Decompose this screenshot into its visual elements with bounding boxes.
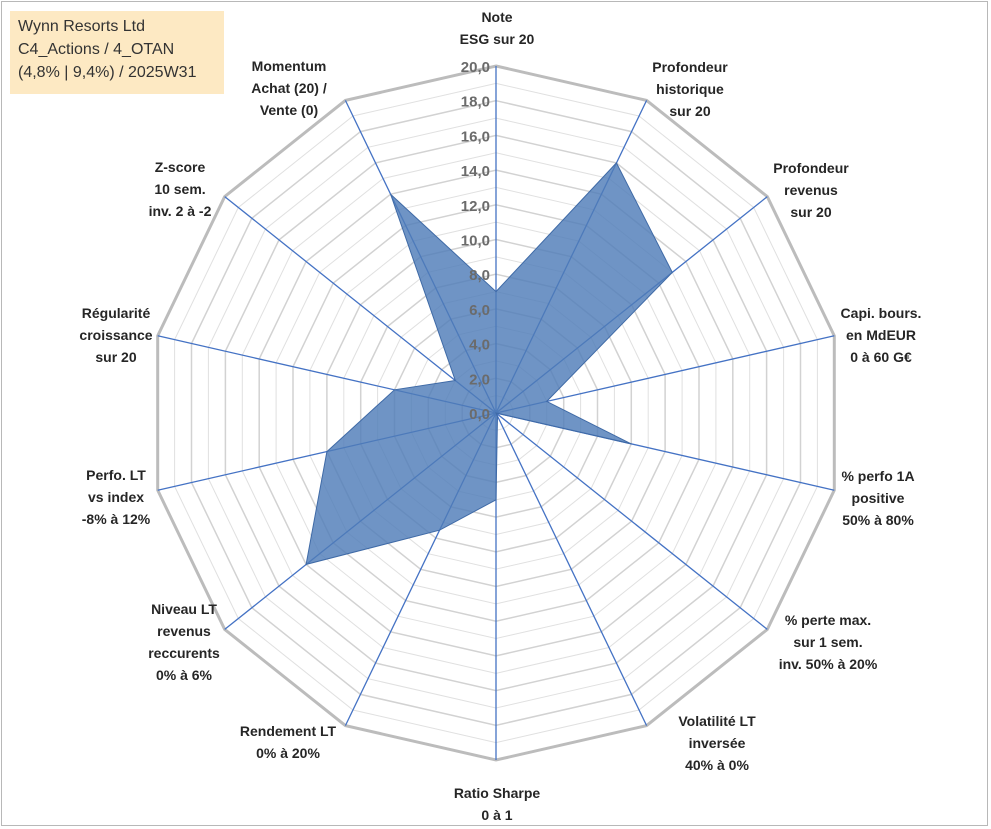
axis-label: Volatilité LT [678,713,756,729]
series-layer [305,162,673,566]
tick-label: 20,0 [461,59,490,76]
axis-label: Régularité [82,305,151,321]
axis-label: 0% à 20% [256,745,320,761]
tick-label: 14,0 [461,163,490,180]
info-period: (4,8% | 9,4%) / 2025W31 [18,64,197,81]
axis-label: sur 20 [669,103,710,119]
axis-label: sur 1 sem. [793,634,862,650]
axis-spoke [495,335,835,414]
axis-label: inv. 2 à -2 [149,203,212,219]
axis-label: Profondeur [773,160,849,176]
axis-label: Ratio Sharpe [454,785,541,801]
axis-label: reccurents [148,645,220,661]
axis-label: -8% à 12% [82,511,151,527]
axis-label: Z-score [155,159,206,175]
axis-label: Momentum [252,58,327,74]
tick-label: 18,0 [461,94,490,111]
axis-label: Perfo. LT [86,467,146,483]
axis-label: 50% à 80% [842,512,914,528]
axis-label: positive [852,490,905,506]
tick-label: 4,0 [469,337,490,354]
tick-label: 0,0 [469,406,490,423]
axis-label: Capi. bours. [841,305,922,321]
tick-label: 12,0 [461,198,490,215]
axis-labels: Note ESG sur 20 Profondeur historique sur 20… [79,9,921,823]
axis-label: Achat (20) / [251,80,327,96]
axis-spoke [495,412,648,726]
axis-label: ESG sur 20 [460,31,535,47]
axis-label: 40% à 0% [685,757,749,773]
axis-label: inversée [689,735,746,751]
axis-label: Rendement LT [240,723,337,739]
tick-label: 6,0 [469,302,490,319]
axis-label: sur 20 [95,349,136,365]
axis-label: en MdEUR [846,327,916,343]
tick-label: 8,0 [469,267,490,284]
axis-label: % perfo 1A [841,468,914,484]
tick-label: 16,0 [461,128,490,145]
info-category: C4_Actions / 4_OTAN [18,41,175,58]
axis-label: 10 sem. [154,181,205,197]
axis-label: vs index [88,489,144,505]
axis-label: 0% à 6% [156,667,213,683]
tick-label: 10,0 [461,233,490,250]
axis-spoke [224,196,497,414]
axis-label: sur 20 [790,204,831,220]
axis-label: revenus [784,182,838,198]
axis-label: historique [656,81,724,97]
axis-label: Niveau LT [151,601,217,617]
axis-label: Note [481,9,512,25]
info-company: Wynn Resorts Ltd [18,18,146,35]
axis-label: croissance [79,327,152,343]
axis-spoke [495,412,768,630]
axis-label: Profondeur [652,59,728,75]
axis-label: 0 à 60 G€ [850,349,912,365]
axis-label: % perte max. [785,612,871,628]
axis-label: inv. 50% à 20% [779,656,878,672]
tick-labels: 0,0 2,0 4,0 6,0 8,0 10,0 12,0 14,0 16,0 18,0 20,0 [461,59,490,423]
info-box: Wynn Resorts Ltd C4_Actions / 4_OTAN (4,… [10,11,224,94]
axis-label: 0 à 1 [481,807,512,823]
axis-label: Vente (0) [260,102,318,118]
tick-label: 2,0 [469,371,490,388]
axis-label: revenus [157,623,211,639]
series-area [305,162,673,566]
